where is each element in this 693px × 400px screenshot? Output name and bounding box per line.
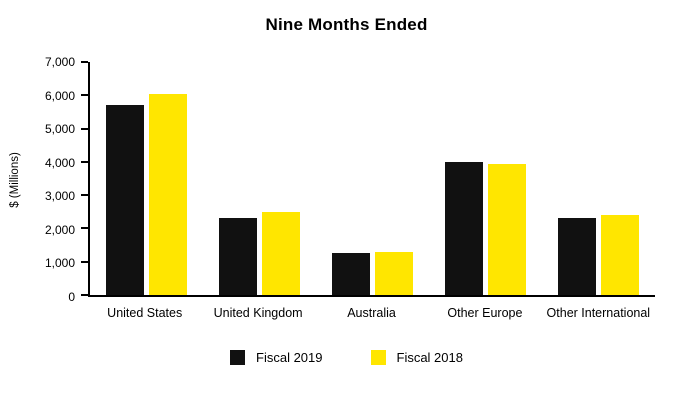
y-tick-mark <box>81 160 88 163</box>
legend-label: Fiscal 2018 <box>396 350 463 365</box>
y-tick-label: 4,000 <box>44 155 75 170</box>
bar-fiscal-2019 <box>219 218 257 295</box>
x-axis-label: United States <box>107 306 183 320</box>
chart-body: $ (Millions) 0 1,000 2,000 3,000 4,000 5,000 6… <box>0 55 693 320</box>
bar-fiscal-2018 <box>601 215 639 295</box>
y-tick-label: 7,000 <box>44 55 75 69</box>
y-tick-mark <box>81 194 88 197</box>
y-tick-label: 1,000 <box>44 256 75 271</box>
y-tick-label: 0 <box>68 290 75 304</box>
bar-fiscal-2019 <box>332 253 370 295</box>
bar-group <box>429 62 542 295</box>
x-axis-label: Australia <box>347 306 396 320</box>
plot-column: United States United Kingdom Australia Othe… <box>81 61 655 320</box>
legend-swatch <box>370 350 386 365</box>
bar-group <box>90 62 203 295</box>
y-tick-mark <box>81 127 88 130</box>
bar-fiscal-2018 <box>262 211 300 295</box>
chart-title: Nine Months Ended <box>265 15 428 34</box>
y-tick-label: 6,000 <box>44 88 75 103</box>
x-axis-label: United Kingdom <box>213 306 303 320</box>
y-axis: 0 1,000 2,000 3,000 4,000 5,000 6,000 7,000 <box>30 55 88 304</box>
y-tick-mark <box>81 260 88 263</box>
legend: Fiscal 2019 Fiscal 2018 <box>0 350 693 365</box>
x-axis-labels: United States United Kingdom Australia Othe… <box>88 306 655 320</box>
bar-fiscal-2019 <box>558 218 596 295</box>
y-tick-label: 2,000 <box>44 222 75 237</box>
y-axis-title: $ (Millions) <box>9 151 21 208</box>
plot-area <box>81 61 655 297</box>
y-tick-label: 5,000 <box>44 122 75 137</box>
legend-swatch <box>230 350 246 365</box>
legend-item: Fiscal 2018 <box>370 350 463 365</box>
y-tick-mark <box>81 227 88 230</box>
bar-fiscal-2018 <box>375 251 413 295</box>
bar-group <box>203 62 316 295</box>
bar-fiscal-2019 <box>106 105 144 295</box>
x-axis-label: Other International <box>546 306 651 320</box>
legend-item: Fiscal 2019 <box>230 350 323 365</box>
y-tick-label: 3,000 <box>44 189 75 204</box>
bar-fiscal-2018 <box>149 93 187 295</box>
bar-fiscal-2018 <box>488 163 526 295</box>
x-axis-label: Other Europe <box>447 306 523 320</box>
y-axis-title-area: $ (Millions) <box>0 62 30 297</box>
y-tick-mark <box>81 294 88 296</box>
bar-fiscal-2019 <box>445 161 483 295</box>
y-tick-mark <box>81 61 88 63</box>
bar-group <box>316 62 429 295</box>
bar-group <box>542 62 655 295</box>
legend-label: Fiscal 2019 <box>256 350 323 365</box>
y-tick-mark <box>81 94 88 97</box>
